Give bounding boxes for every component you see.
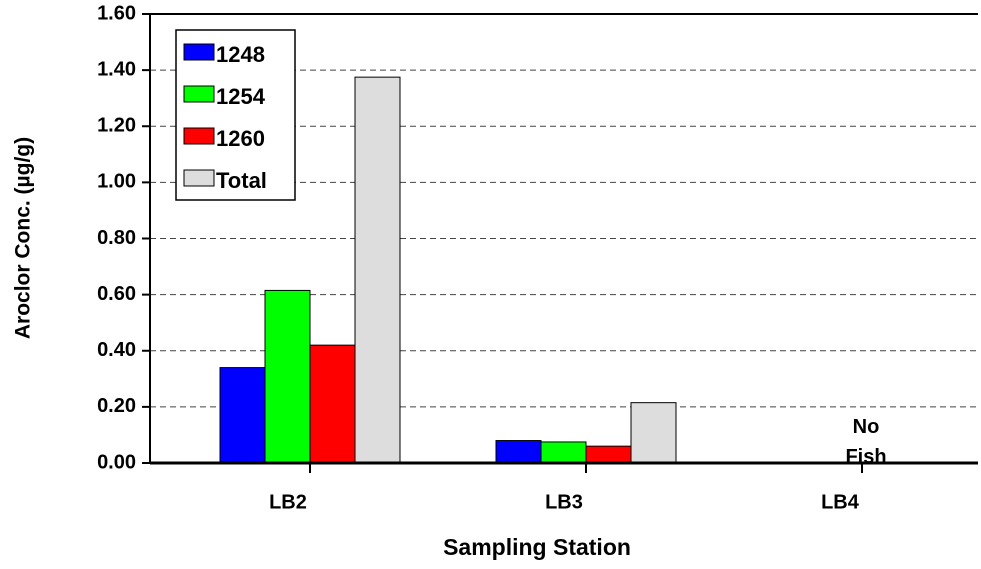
legend-label: Total [216,168,267,193]
y-tick-label: 0.60 [97,283,136,305]
y-tick-label: 1.60 [97,2,136,24]
bar [495,440,542,464]
bar [585,445,632,464]
x-tick-label: LB2 [269,491,307,513]
annotation: No Fish [845,416,886,468]
legend-label: 1260 [216,126,265,151]
x-axis-label: Sampling Station [443,534,631,560]
x-tick-label: LB3 [545,491,583,513]
legend-label: 1254 [216,84,266,109]
bar [219,367,266,464]
y-tick-label: 0.20 [97,395,136,417]
legend-swatch [183,85,215,103]
bar [354,76,401,464]
bar [309,344,356,464]
y-tick-label: 0.40 [97,339,136,361]
legend-swatch [183,127,215,145]
bar [630,402,677,464]
legend-swatch [183,169,215,187]
y-axis-label: Aroclor Conc. (µg/g) [12,137,35,339]
y-tick-label: 1.40 [97,58,136,80]
bar [540,441,587,464]
legend-swatch [183,43,215,61]
bar [264,289,311,464]
legend-label: 1248 [216,42,265,67]
y-tick-label: 0.80 [97,227,136,249]
y-tick-label: 0.00 [97,451,136,473]
y-tick-label: 1.00 [97,171,136,193]
x-tick-label: LB4 [821,491,860,513]
y-tick-label: 1.20 [97,115,136,137]
